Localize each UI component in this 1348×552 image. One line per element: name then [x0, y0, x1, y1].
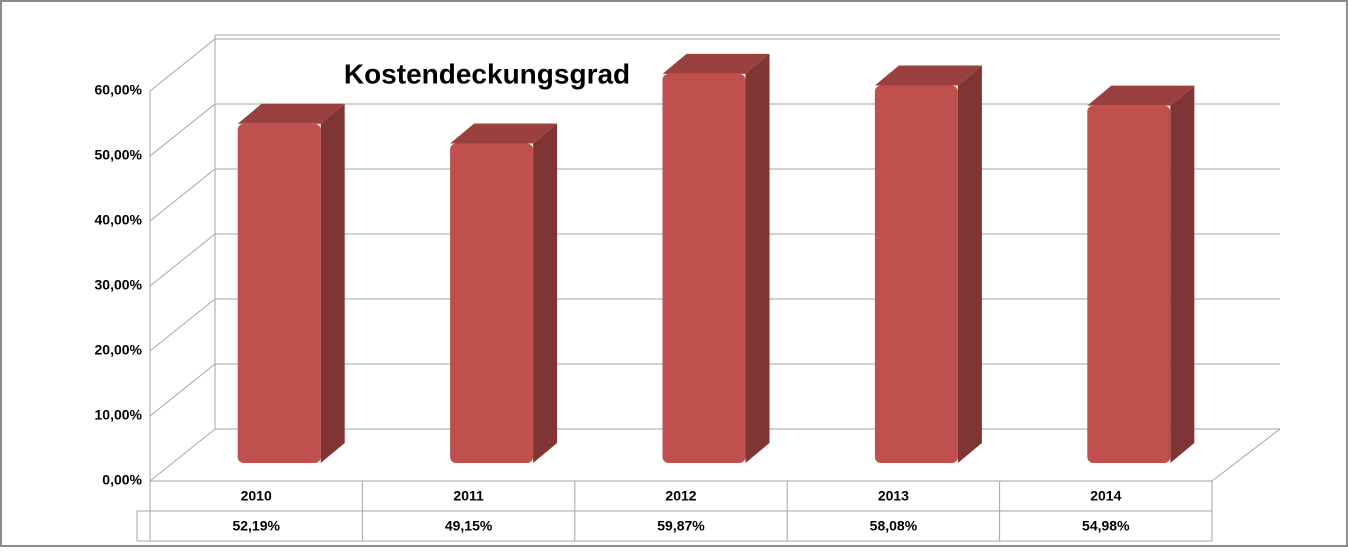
y-tick-label: 20,00%	[95, 342, 143, 358]
floor-right	[1211, 428, 1281, 482]
grid-line	[149, 233, 216, 287]
x-tick-label: 2013	[878, 488, 909, 504]
data-label: 49,15%	[445, 518, 493, 534]
grid-line	[149, 428, 216, 482]
bar-side	[533, 123, 558, 464]
grid-line	[149, 363, 216, 417]
y-tick-label: 50,00%	[95, 147, 143, 163]
x-tick-label: 2012	[665, 488, 696, 504]
bar-side	[957, 65, 982, 463]
x-tick-label: 2010	[241, 488, 272, 504]
chart-title: Kostendeckungsgrad	[344, 58, 630, 89]
data-label: 52,19%	[232, 518, 280, 534]
y-tick-label: 60,00%	[95, 82, 143, 98]
bar-side	[320, 103, 345, 463]
bar	[1087, 105, 1171, 463]
x-tick-label: 2014	[1090, 488, 1121, 504]
bar	[237, 123, 321, 463]
y-tick-label: 10,00%	[95, 407, 143, 423]
bar-top	[1087, 85, 1195, 106]
y-tick-label: 0,00%	[102, 472, 142, 488]
bar	[662, 73, 746, 463]
data-label: 58,08%	[870, 518, 918, 534]
bar-top	[662, 53, 770, 74]
bar-side	[745, 53, 770, 463]
grid-line	[149, 298, 216, 352]
bar-top	[237, 103, 345, 124]
data-label: 59,87%	[657, 518, 705, 534]
x-tick-label: 2011	[453, 488, 484, 504]
bar-side	[1170, 85, 1195, 463]
grid-line	[149, 38, 216, 92]
data-label: 54,98%	[1082, 518, 1130, 534]
grid-line	[149, 168, 216, 222]
bar-top	[874, 65, 982, 86]
bar	[874, 85, 958, 463]
grid-line	[149, 103, 216, 157]
bar	[450, 143, 534, 463]
y-tick-label: 30,00%	[95, 277, 143, 293]
bar-top	[450, 123, 558, 144]
y-tick-label: 40,00%	[95, 212, 143, 228]
